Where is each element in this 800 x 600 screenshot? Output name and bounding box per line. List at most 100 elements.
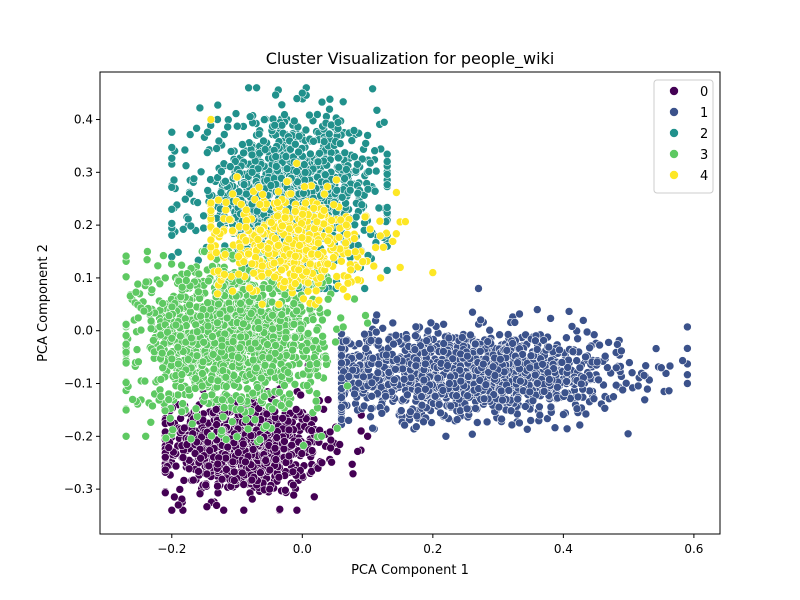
data-point bbox=[239, 180, 249, 189]
data-point bbox=[604, 338, 613, 347]
data-point bbox=[421, 359, 430, 369]
data-point bbox=[139, 306, 149, 316]
data-point bbox=[202, 469, 212, 479]
data-point bbox=[200, 391, 209, 401]
data-point bbox=[279, 444, 289, 454]
data-point bbox=[271, 152, 281, 161]
data-point bbox=[411, 361, 421, 371]
data-point bbox=[402, 333, 412, 343]
data-point bbox=[191, 374, 200, 383]
data-point bbox=[508, 339, 517, 348]
data-point bbox=[502, 346, 512, 355]
data-point bbox=[289, 299, 299, 308]
data-point bbox=[208, 350, 218, 359]
data-point bbox=[600, 351, 610, 361]
data-point bbox=[206, 175, 215, 184]
data-point bbox=[226, 304, 235, 314]
data-point bbox=[271, 162, 281, 171]
data-point bbox=[202, 502, 212, 512]
data-point bbox=[270, 443, 280, 453]
data-point bbox=[212, 144, 221, 153]
data-point bbox=[485, 325, 495, 335]
data-point bbox=[627, 368, 637, 378]
data-point bbox=[309, 137, 318, 146]
data-point bbox=[365, 158, 375, 168]
data-point bbox=[434, 400, 444, 409]
data-point bbox=[213, 100, 223, 110]
data-point bbox=[307, 426, 316, 435]
data-point bbox=[538, 359, 547, 369]
data-point bbox=[426, 318, 436, 328]
data-point bbox=[683, 322, 692, 332]
data-point bbox=[271, 341, 280, 350]
data-point bbox=[194, 269, 204, 279]
data-point bbox=[287, 440, 297, 450]
data-point bbox=[181, 194, 190, 204]
data-point bbox=[259, 392, 269, 401]
data-points bbox=[121, 83, 692, 515]
data-point bbox=[222, 465, 231, 474]
data-point bbox=[466, 330, 475, 340]
data-point bbox=[340, 174, 349, 183]
data-point bbox=[546, 314, 555, 323]
data-point bbox=[179, 225, 188, 234]
data-point bbox=[194, 287, 203, 297]
data-point bbox=[347, 136, 357, 145]
data-point bbox=[184, 464, 194, 474]
data-point bbox=[600, 403, 610, 413]
data-point bbox=[382, 266, 392, 275]
data-point bbox=[338, 97, 348, 107]
data-point bbox=[218, 412, 228, 422]
data-point bbox=[410, 345, 420, 354]
data-point bbox=[327, 457, 336, 467]
data-point bbox=[247, 150, 257, 160]
data-point bbox=[360, 329, 369, 339]
data-point bbox=[683, 379, 692, 388]
data-point bbox=[478, 359, 488, 369]
data-point bbox=[222, 313, 232, 323]
data-point bbox=[651, 344, 661, 353]
data-point bbox=[226, 147, 236, 156]
data-point bbox=[198, 369, 207, 378]
data-point bbox=[341, 336, 351, 346]
data-point bbox=[317, 97, 327, 107]
data-point bbox=[167, 143, 177, 152]
data-point bbox=[121, 339, 131, 349]
data-point bbox=[550, 423, 560, 433]
data-point bbox=[216, 188, 226, 197]
data-point bbox=[203, 321, 213, 331]
data-point bbox=[161, 273, 170, 283]
data-point bbox=[282, 164, 292, 173]
data-point bbox=[320, 170, 330, 179]
data-point bbox=[180, 145, 190, 155]
data-point bbox=[197, 381, 207, 391]
data-point bbox=[256, 468, 265, 477]
data-point bbox=[284, 399, 294, 409]
data-point bbox=[141, 431, 150, 441]
data-point bbox=[433, 373, 443, 383]
data-point bbox=[494, 402, 504, 412]
data-point bbox=[136, 325, 146, 335]
data-point bbox=[221, 177, 230, 186]
data-point bbox=[288, 480, 298, 490]
data-point bbox=[176, 383, 186, 392]
data-point bbox=[575, 363, 585, 373]
data-point bbox=[277, 310, 287, 319]
data-point bbox=[562, 333, 571, 343]
data-point bbox=[229, 467, 239, 477]
data-point bbox=[203, 298, 212, 308]
data-point bbox=[643, 384, 652, 394]
data-point bbox=[183, 214, 193, 224]
data-point bbox=[244, 83, 253, 93]
data-point bbox=[382, 157, 392, 166]
data-point bbox=[305, 360, 315, 370]
data-point bbox=[283, 368, 293, 377]
data-point bbox=[525, 363, 535, 373]
data-point bbox=[257, 373, 266, 383]
data-point bbox=[639, 371, 649, 380]
data-point bbox=[167, 354, 177, 364]
data-point bbox=[182, 276, 191, 285]
data-point bbox=[337, 393, 346, 402]
data-point bbox=[665, 361, 675, 371]
data-point bbox=[263, 340, 272, 349]
